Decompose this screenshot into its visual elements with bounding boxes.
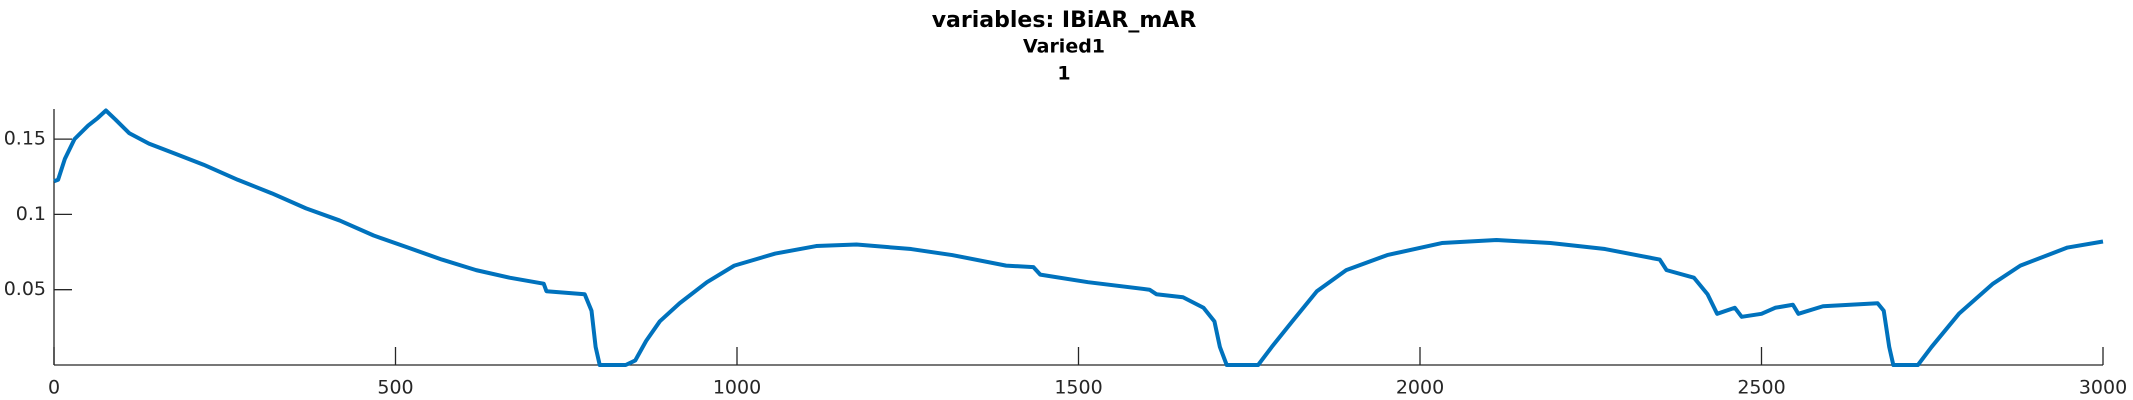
- y-tick-label: 0.05: [4, 278, 46, 300]
- data-line: [53, 108, 2104, 367]
- y-tick-label: 0.1: [16, 203, 46, 225]
- x-tick-label: 500: [377, 377, 413, 399]
- chart-subtitle: Varied1: [1023, 36, 1105, 58]
- x-tick-label: 0: [48, 377, 60, 399]
- x-tick-label: 3000: [2079, 377, 2127, 399]
- chart-title: variables: IBiAR_mAR: [932, 8, 1197, 33]
- x-tick-label: 1500: [1054, 377, 1102, 399]
- x-tick-label: 2500: [1737, 377, 1785, 399]
- x-tick-label: 1000: [713, 377, 761, 399]
- y-tick-label: 0.15: [4, 128, 46, 150]
- chart-subtitle: 1: [1057, 63, 1070, 85]
- x-tick-label: 2000: [1396, 377, 1444, 399]
